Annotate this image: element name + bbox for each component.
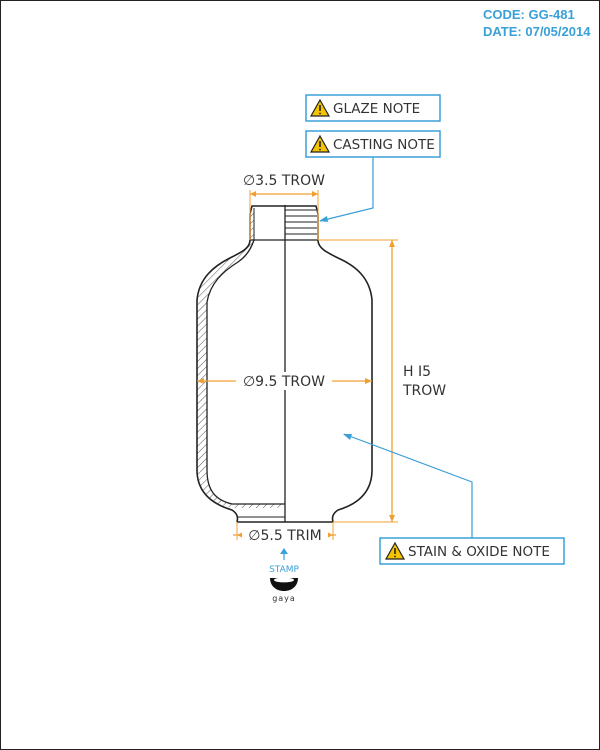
stain-oxide-note-callout: STAIN & OXIDE NOTE [343,433,565,565]
height-label-line2: TROW [402,383,446,399]
casting-note-callout: CASTING NOTE [305,130,441,222]
date-label: DATE: 07/05/2014 [483,24,591,39]
brand-label: gaya [272,594,296,603]
dimension-height: H I5 TROW [318,239,446,523]
vessel-section [196,205,373,523]
neck-diameter-label: ∅3.5 TROW [243,173,325,189]
dimension-body: ∅9.5 TROW [197,372,372,390]
up-arrow-icon [280,548,288,554]
stain-oxide-note-label: STAIN & OXIDE NOTE [408,544,550,560]
base-diameter-label: ∅5.5 TRIM [248,528,321,544]
section-hatch [197,240,285,508]
warning-icon [384,541,406,560]
stamp-logo-icon [270,577,298,591]
title-block: CODE: GG-481 DATE: 07/05/2014 [483,6,590,40]
stamp-label: STAMP [269,565,299,575]
glaze-note-callout: GLAZE NOTE [305,94,441,122]
vessel-neck [249,205,319,241]
outer-profile-right [317,239,373,523]
inner-profile [206,239,285,505]
glaze-note-label: GLAZE NOTE [333,101,420,117]
body-diameter-label: ∅9.5 TROW [243,374,325,390]
casting-note-label: CASTING NOTE [333,137,435,153]
warning-icon [309,98,331,117]
height-label-line1: H I5 [403,364,431,380]
code-label: CODE: GG-481 [483,7,575,22]
stamp-marker: STAMP gaya [269,548,299,603]
dimension-neck: ∅3.5 TROW [236,171,332,240]
outer-profile-left [196,239,251,523]
dimension-base: ∅5.5 TRIM [233,522,336,544]
warning-icon [309,134,331,153]
